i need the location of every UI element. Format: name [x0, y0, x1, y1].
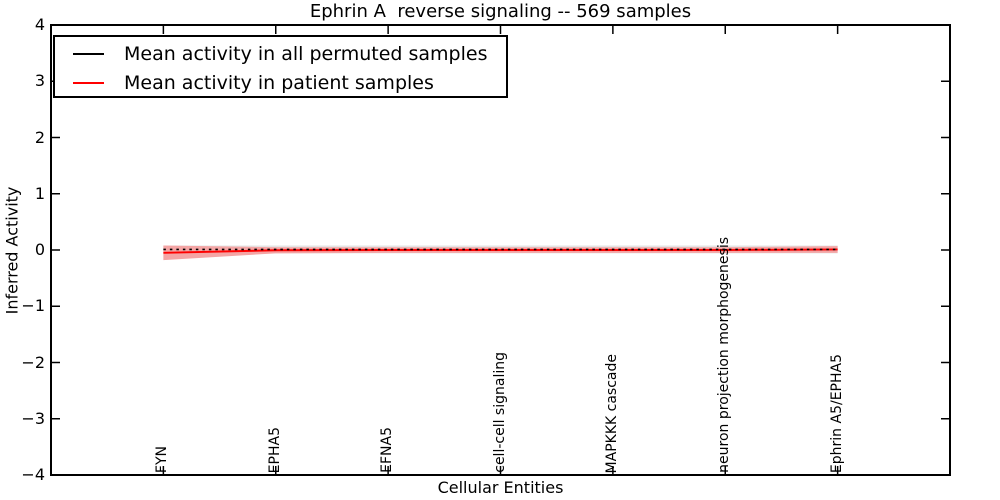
legend-item-permuted: Mean activity in all permuted samples — [55, 39, 506, 68]
legend-line-sample-patient — [73, 81, 104, 84]
x-tick-label: EPHA5 — [266, 426, 283, 473]
y-tick-label: −4 — [21, 465, 45, 484]
y-tick-label: −1 — [21, 296, 45, 316]
axes-frame — [50, 24, 951, 476]
y-tick-label: 3 — [34, 71, 45, 91]
x-axis-label: Cellular Entities — [437, 478, 564, 497]
x-tick-label: cell-cell signaling — [491, 352, 508, 473]
y-tick-label: −3 — [21, 408, 45, 428]
legend-label: Mean activity in all permuted samples — [124, 42, 488, 65]
x-tick-label: neuron projection morphogenesis — [716, 237, 733, 473]
x-tick-label: EFNA5 — [379, 427, 396, 473]
y-tick-label: −2 — [21, 352, 45, 372]
chart-title: Ephrin A reverse signaling -- 569 sample… — [309, 1, 692, 22]
y-tick-label: 0 — [34, 240, 45, 259]
y-tick-label: 2 — [34, 127, 45, 147]
series-line-1 — [163, 248, 838, 254]
legend-item-patient: Mean activity in patient samples — [55, 68, 506, 97]
y-tick-label: 1 — [34, 183, 45, 203]
legend: Mean activity in all permuted samples Me… — [53, 35, 508, 98]
x-tick-label: FYN — [154, 445, 171, 473]
x-tick-label: MAPKKK cascade — [603, 353, 620, 473]
legend-label: Mean activity in patient samples — [124, 71, 434, 94]
y-tick-label: 4 — [34, 15, 45, 34]
confidence-band-1 — [163, 245, 838, 261]
x-tick-label: Ephrin A5/EPHA5 — [828, 353, 845, 473]
legend-line-sample-permuted — [73, 52, 104, 55]
